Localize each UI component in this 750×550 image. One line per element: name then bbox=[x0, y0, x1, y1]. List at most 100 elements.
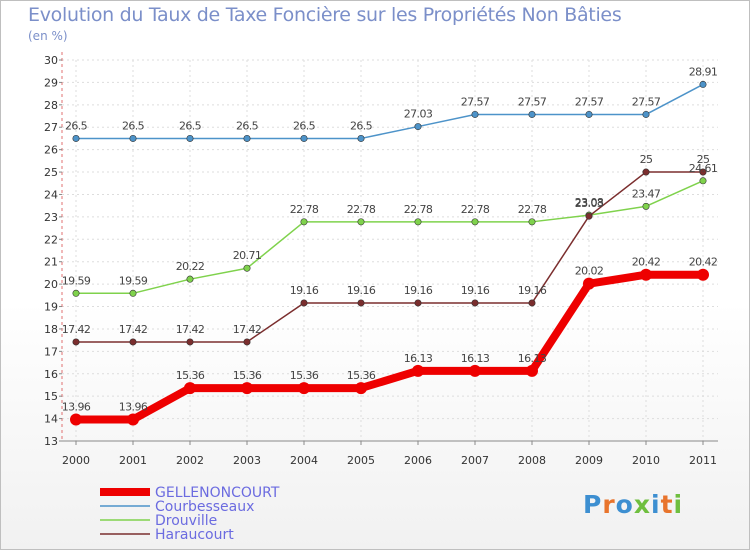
data-point-haraucourt bbox=[414, 299, 422, 307]
data-point-drouville bbox=[357, 218, 365, 226]
x-tick-label: 2000 bbox=[62, 454, 90, 467]
data-label: 17.42 bbox=[176, 323, 205, 336]
data-point-haraucourt bbox=[129, 338, 137, 346]
data-label: 22.78 bbox=[518, 203, 547, 216]
data-point-gellenoncourt bbox=[469, 364, 481, 377]
data-point-gellenoncourt bbox=[640, 268, 652, 281]
data-label: 15.36 bbox=[290, 369, 319, 382]
y-tick-label: 23 bbox=[44, 211, 58, 224]
logo-letter: o bbox=[615, 490, 634, 519]
data-point-gellenoncourt bbox=[526, 364, 538, 377]
data-point-courbesseaux bbox=[129, 134, 137, 142]
data-label: 17.42 bbox=[119, 323, 148, 336]
y-tick-label: 13 bbox=[44, 435, 58, 448]
x-tick-label: 2006 bbox=[404, 454, 432, 467]
logo-letter: i bbox=[673, 490, 684, 519]
data-point-gellenoncourt bbox=[184, 382, 196, 395]
data-point-gellenoncourt bbox=[583, 277, 595, 290]
data-label: 22.78 bbox=[290, 203, 319, 216]
series-line-haraucourt bbox=[75, 171, 704, 343]
data-label: 17.42 bbox=[233, 323, 262, 336]
data-point-haraucourt bbox=[357, 299, 365, 307]
data-point-courbesseaux bbox=[585, 110, 593, 118]
data-label: 19.59 bbox=[62, 274, 91, 287]
data-point-haraucourt bbox=[300, 299, 308, 307]
y-tick-label: 19 bbox=[44, 301, 58, 314]
x-tick-label: 2004 bbox=[290, 454, 318, 467]
data-point-haraucourt bbox=[72, 338, 80, 346]
data-point-gellenoncourt bbox=[412, 364, 424, 377]
data-label: 22.78 bbox=[347, 203, 376, 216]
data-point-drouville bbox=[243, 264, 251, 272]
data-label: 26.5 bbox=[179, 119, 202, 132]
data-point-haraucourt bbox=[528, 299, 536, 307]
y-tick-label: 18 bbox=[44, 323, 58, 336]
data-label: 27.57 bbox=[632, 95, 661, 108]
data-label: 16.13 bbox=[461, 352, 490, 365]
data-label: 26.5 bbox=[293, 119, 316, 132]
series-line-drouville bbox=[75, 180, 704, 295]
data-label: 26.5 bbox=[122, 119, 145, 132]
data-label: 22.78 bbox=[404, 203, 433, 216]
data-point-gellenoncourt bbox=[298, 382, 310, 395]
x-tick-label: 2001 bbox=[119, 454, 147, 467]
y-tick-label: 14 bbox=[44, 413, 58, 426]
y-tick-label: 20 bbox=[44, 278, 58, 291]
y-tick-label: 26 bbox=[44, 144, 58, 157]
data-label: 24.61 bbox=[689, 162, 718, 175]
data-point-haraucourt bbox=[585, 212, 593, 220]
data-point-courbesseaux bbox=[357, 134, 365, 142]
y-tick-label: 17 bbox=[44, 345, 58, 358]
data-label: 26.5 bbox=[236, 119, 259, 132]
data-point-courbesseaux bbox=[414, 123, 422, 131]
data-label: 15.36 bbox=[347, 369, 376, 382]
logo-letter: x bbox=[633, 490, 651, 519]
data-point-courbesseaux bbox=[243, 134, 251, 142]
data-point-haraucourt bbox=[471, 299, 479, 307]
x-tick-label: 2011 bbox=[689, 454, 717, 467]
data-label: 28.91 bbox=[689, 65, 718, 78]
data-point-drouville bbox=[129, 289, 137, 297]
data-label: 27.57 bbox=[575, 95, 604, 108]
y-tick-label: 16 bbox=[44, 368, 58, 381]
data-point-courbesseaux bbox=[72, 134, 80, 142]
data-label: 15.36 bbox=[176, 369, 205, 382]
logo-letter: r bbox=[602, 490, 616, 519]
data-label: 20.42 bbox=[632, 256, 661, 269]
data-label: 16.13 bbox=[404, 352, 433, 365]
data-point-drouville bbox=[528, 218, 536, 226]
data-point-haraucourt bbox=[699, 168, 707, 176]
data-label: 20.42 bbox=[689, 256, 718, 269]
data-point-courbesseaux bbox=[300, 134, 308, 142]
x-tick-label: 2009 bbox=[575, 454, 603, 467]
data-point-gellenoncourt bbox=[241, 382, 253, 395]
series-line-gellenoncourt bbox=[72, 270, 707, 424]
y-tick-label: 15 bbox=[44, 390, 58, 403]
x-tick-label: 2007 bbox=[461, 454, 489, 467]
x-tick-label: 2005 bbox=[347, 454, 375, 467]
x-tick-label: 2008 bbox=[518, 454, 546, 467]
x-tick-label: 2002 bbox=[176, 454, 204, 467]
data-point-drouville bbox=[186, 275, 194, 283]
x-tick-label: 2003 bbox=[233, 454, 261, 467]
data-label: 13.96 bbox=[62, 400, 91, 413]
data-label: 20.22 bbox=[176, 260, 205, 273]
data-point-drouville bbox=[300, 218, 308, 226]
data-point-haraucourt bbox=[186, 338, 194, 346]
data-label: 19.16 bbox=[404, 284, 433, 297]
y-tick-label: 24 bbox=[44, 188, 58, 201]
data-point-haraucourt bbox=[243, 338, 251, 346]
legend-item: GELLENONCOURT bbox=[155, 485, 280, 501]
y-tick-label: 30 bbox=[44, 54, 58, 67]
data-point-drouville bbox=[414, 218, 422, 226]
data-point-haraucourt bbox=[642, 168, 650, 176]
legend-item: Haraucourt bbox=[155, 527, 234, 543]
data-point-drouville bbox=[699, 177, 707, 185]
data-point-courbesseaux bbox=[642, 110, 650, 118]
data-label: 19.16 bbox=[347, 284, 376, 297]
y-tick-label: 29 bbox=[44, 76, 58, 89]
y-tick-label: 21 bbox=[44, 256, 58, 269]
data-label: 16.13 bbox=[518, 352, 547, 365]
data-label: 23.47 bbox=[632, 187, 661, 200]
y-axis-unit-label: (en %) bbox=[28, 29, 68, 43]
